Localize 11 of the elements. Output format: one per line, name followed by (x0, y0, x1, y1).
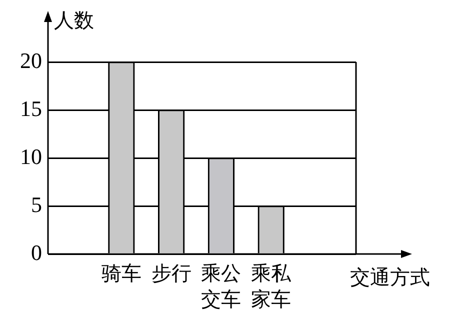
x-axis-title: 交通方式 (350, 265, 430, 290)
y-tick-label: 10 (20, 144, 42, 169)
x-tick-label: 步行 (151, 261, 192, 286)
y-tick-label: 0 (31, 240, 42, 265)
y-axis-title: 人数 (54, 8, 94, 32)
y-tick-label: 15 (20, 96, 42, 121)
x-tick-label: 乘私家车 (251, 261, 292, 312)
y-tick-label: 20 (20, 48, 42, 73)
y-tick-label: 5 (31, 192, 42, 217)
x-tick-label: 乘公交车 (201, 261, 242, 312)
x-tick-label: 骑车 (101, 261, 142, 286)
